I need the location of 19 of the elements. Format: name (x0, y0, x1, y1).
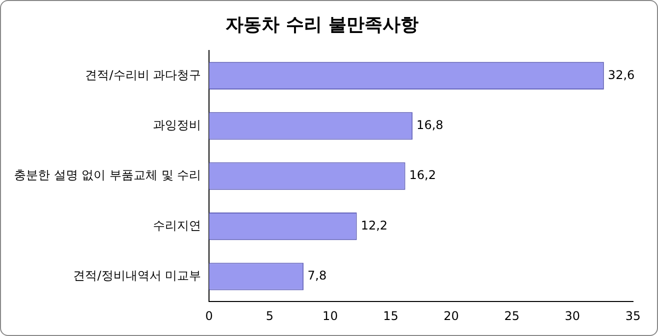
x-tick-label: 15 (383, 308, 398, 323)
chart-title: 자동차 수리 불만족사항 (226, 14, 418, 36)
y-tick-label: 견적/수리비 과다청구 (85, 68, 202, 82)
data-label: 16,2 (409, 168, 436, 182)
data-label: 12,2 (360, 218, 388, 232)
y-tick-label: 충분한 설명 없이 부품교체 및 수리 (14, 168, 202, 182)
y-tick-label: 견적/정비내역서 미교부 (73, 268, 202, 283)
x-tick-label: 20 (444, 308, 459, 323)
x-tick-label: 25 (504, 308, 520, 323)
x-tick-label: 0 (205, 308, 213, 323)
x-tick-label: 10 (322, 308, 338, 323)
y-tick-label: 수리지연 (153, 218, 202, 232)
x-tick-label: 35 (625, 308, 641, 323)
data-label: 7,8 (308, 268, 327, 283)
data-label: 32,6 (608, 68, 635, 82)
y-tick-label: 과잉정비 (153, 118, 202, 132)
x-tick-label: 5 (266, 308, 274, 323)
x-tick-label: 30 (564, 308, 580, 323)
data-label: 16,8 (416, 118, 444, 132)
